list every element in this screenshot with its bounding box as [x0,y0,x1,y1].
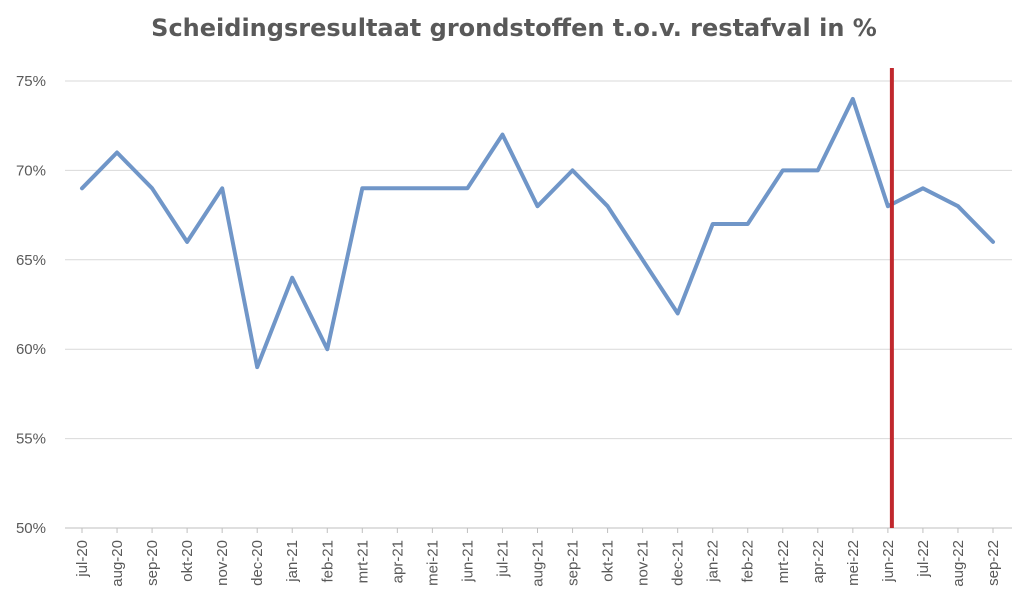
x-tick-label-nov-21: nov-21 [635,540,652,586]
y-tick-label-60: 60% [16,341,46,358]
x-tick-label-feb-21: feb-21 [319,540,336,583]
series-line-0 [80,96,995,370]
x-tick-label-jun-22: jun-22 [880,540,897,583]
x-tick-label-sep-21: sep-21 [565,540,582,586]
x-tick-label-sep-22: sep-22 [985,540,1002,586]
x-tick-label-jan-22: jan-22 [705,540,722,583]
x-tick-label-nov-20: nov-20 [214,540,231,586]
x-tick-label-aug-21: aug-21 [530,540,547,587]
y-tick-label-50: 50% [16,520,46,537]
x-tick-label-dec-20: dec-20 [249,540,266,586]
x-tick-label-jan-21: jan-21 [284,540,301,583]
x-tick-label-apr-21: apr-21 [389,540,406,583]
x-tick-label-aug-20: aug-20 [109,540,126,587]
x-tick-label-apr-22: apr-22 [810,540,827,583]
x-tick-label-sep-20: sep-20 [144,540,161,586]
x-tick-label-aug-22: aug-22 [950,540,967,587]
y-tick-label-65: 65% [16,252,46,269]
x-tick-label-jul-22: jul-22 [915,540,932,578]
x-tick-label-jun-21: jun-21 [459,540,476,583]
x-tick-label-okt-20: okt-20 [179,540,196,582]
x-tick-label-dec-21: dec-21 [670,540,687,586]
x-tick-label-mei-21: mei-21 [424,540,441,586]
x-tick-label-feb-22: feb-22 [740,540,757,583]
x-tick-label-jul-20: jul-20 [74,540,91,578]
x-tick-label-mrt-21: mrt-21 [354,540,371,583]
y-tick-label-55: 55% [16,431,46,448]
y-tick-label-70: 70% [16,162,46,179]
y-tick-label-75: 75% [16,73,46,90]
chart-title: Scheidingsresultaat grondstoffen t.o.v. … [151,14,877,42]
x-tick-label-mrt-22: mrt-22 [775,540,792,583]
x-tick-label-jul-21: jul-21 [494,540,511,578]
x-tick-label-mei-22: mei-22 [845,540,862,586]
x-tick-label-okt-21: okt-21 [600,540,617,582]
